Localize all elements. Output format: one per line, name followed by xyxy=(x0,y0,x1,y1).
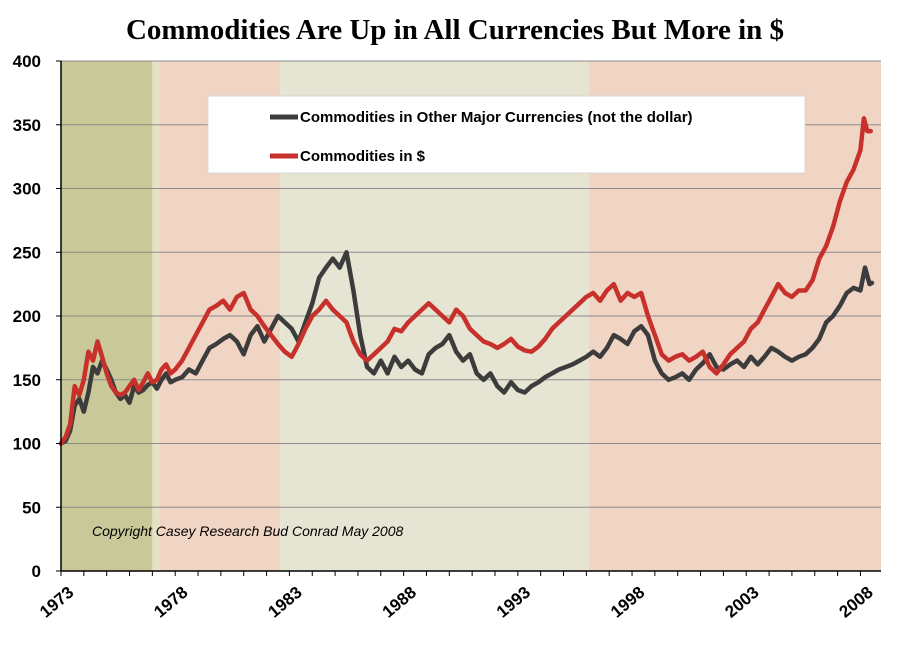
x-tick-label-1993: 1993 xyxy=(493,583,534,622)
copyright-annotation: Copyright Casey Research Bud Conrad May … xyxy=(92,523,403,539)
y-tick-label-300: 300 xyxy=(13,180,41,199)
chart-title: Commodities Are Up in All Currencies But… xyxy=(125,14,785,46)
x-tick-label-1978: 1978 xyxy=(150,583,191,622)
x-tick-label-2008: 2008 xyxy=(836,583,877,622)
y-tick-label-400: 400 xyxy=(13,52,41,71)
x-tick-label-1988: 1988 xyxy=(379,583,420,622)
legend: Commodities in Other Major Currencies (n… xyxy=(207,95,806,174)
y-tick-label-250: 250 xyxy=(13,243,41,262)
x-tick-label-1998: 1998 xyxy=(607,583,648,622)
axes xyxy=(56,60,881,576)
x-tick-label-1983: 1983 xyxy=(265,583,306,622)
x-tick-label-2003: 2003 xyxy=(721,583,762,622)
y-tick-label-350: 350 xyxy=(13,116,41,135)
legend-box xyxy=(207,95,806,174)
y-axis-ticks: 0 50 100 150 200 250 300 350 400 xyxy=(13,52,41,581)
legend-label-other-currencies: Commodities in Other Major Currencies (n… xyxy=(300,109,693,126)
y-tick-label-200: 200 xyxy=(13,307,41,326)
series-lines xyxy=(58,116,875,446)
series-line-dollar xyxy=(58,116,873,446)
y-tick-label-100: 100 xyxy=(13,435,41,454)
y-tick-label-0: 0 xyxy=(32,562,41,581)
x-axis-ticks: 1973 1978 1983 1988 1993 1998 2003 2008 xyxy=(36,583,877,622)
series-line-other-currencies xyxy=(58,250,875,446)
y-tick-label-50: 50 xyxy=(22,498,41,517)
x-tick-label-1973: 1973 xyxy=(36,583,77,622)
y-tick-label-150: 150 xyxy=(13,371,41,390)
legend-label-dollar: Commodities in $ xyxy=(300,148,426,165)
